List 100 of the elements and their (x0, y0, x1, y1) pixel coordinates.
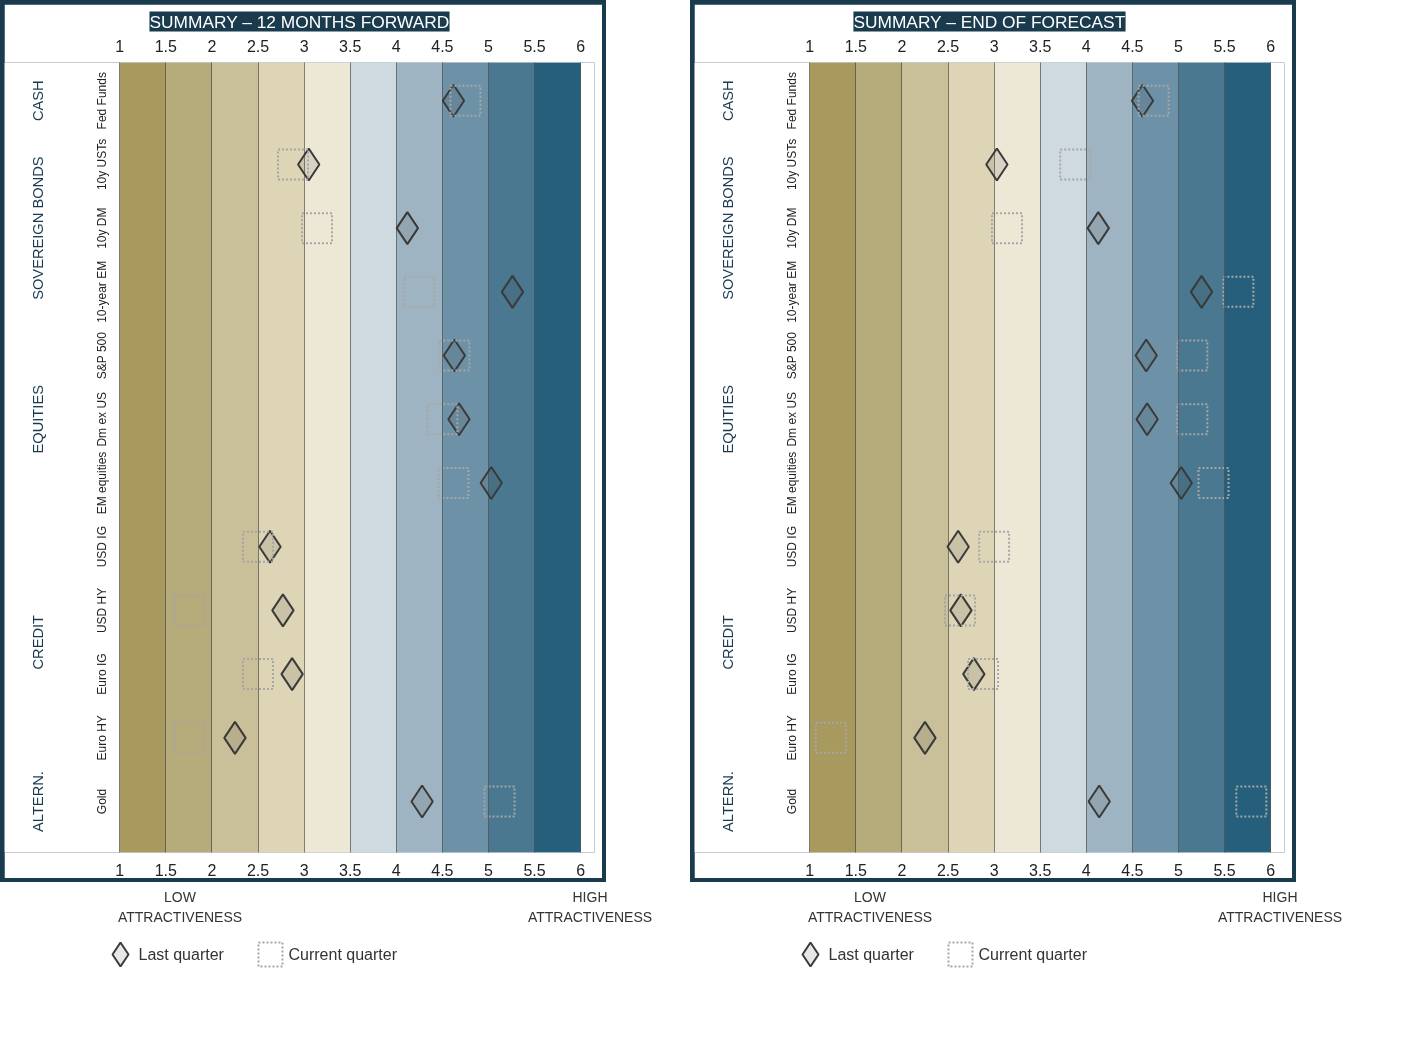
annotation: EQUITIES (30, 384, 47, 454)
legend-label: Last quarter (138, 946, 225, 963)
y-tick-label: Euro IG (784, 653, 799, 695)
x-tick-label: 1 (805, 37, 815, 55)
x-tick-label: 5.5 (1213, 37, 1236, 55)
x-tick-label: 2 (207, 37, 217, 55)
y-tick-label: Dm ex US (94, 391, 109, 447)
x-tick-label: 3 (989, 37, 999, 55)
y-tick-label: Gold (94, 788, 109, 815)
x2-tick-label: 3.5 (339, 861, 362, 879)
annotation: CREDIT (30, 614, 47, 670)
annotation: CASH (30, 80, 47, 122)
y-tick-label: Fed Funds (784, 72, 799, 130)
point (301, 212, 334, 245)
point (242, 530, 275, 563)
x-tick-label: 4.5 (1121, 37, 1144, 55)
y-tick-label: Fed Funds (94, 72, 109, 130)
point (1197, 466, 1230, 499)
x2-tick-label: 1.5 (154, 861, 178, 879)
x-tick-label: 2 (897, 37, 907, 55)
point (483, 785, 516, 818)
y-tick-label: Dm ex US (784, 391, 799, 447)
x2-tick-label: 2.5 (936, 861, 960, 879)
x2-tick-label: 3 (299, 861, 309, 879)
x-tick-label: 5 (1174, 37, 1184, 55)
x2-tick-label: 2 (897, 861, 907, 879)
y-tick-label: USD IG (94, 526, 109, 568)
x-tick-label: 5 (484, 37, 494, 55)
x2-tick-label: 4 (1081, 861, 1091, 879)
y-tick-label: 10y USTs (784, 138, 799, 191)
point (978, 530, 1011, 563)
y-tick-label: USD IG (784, 526, 799, 568)
annotation: ALTERN. (720, 771, 737, 832)
x2-tick-label: 5.5 (1213, 861, 1236, 879)
point (173, 594, 206, 627)
point (1137, 84, 1170, 117)
point (426, 403, 459, 436)
point (1176, 403, 1209, 436)
x2-tick-label: 1 (115, 861, 125, 879)
point (437, 466, 470, 499)
annotation: SOVEREIGN BONDS (720, 156, 737, 300)
y-tick-label: Euro HY (784, 715, 799, 761)
y-tick-label: 10y DM (94, 207, 109, 249)
annotation: CREDIT (720, 614, 737, 670)
x-tick-label: 4.5 (431, 37, 454, 55)
x2-tick-label: 4.5 (1121, 861, 1144, 879)
point (1130, 83, 1155, 118)
x-tick-label: 1 (115, 37, 125, 55)
point (441, 83, 466, 118)
y-tick-label: Gold (784, 788, 799, 815)
point (1222, 275, 1255, 308)
point (172, 721, 205, 754)
y-tick-label: 10-year EM (784, 260, 799, 323)
point (1059, 148, 1092, 181)
text: LOW ATTRACTIVENESS (116, 888, 244, 927)
text: HIGH ATTRACTIVENESS (526, 888, 654, 927)
x2-tick-label: 4 (391, 861, 401, 879)
y-tick-label: 10y DM (784, 207, 799, 249)
y-tick-label: Euro HY (94, 715, 109, 761)
y-tick-label: USD HY (94, 587, 109, 634)
point (1189, 274, 1214, 309)
point (403, 275, 436, 308)
point (277, 148, 310, 181)
chart-title: SUMMARY – END OF FORECAST (853, 11, 1126, 32)
y-tick-label: EM equities (784, 451, 799, 515)
x2-tick-label: 5.5 (523, 861, 546, 879)
x2-tick-label: 3 (989, 861, 999, 879)
point (395, 211, 420, 246)
x2-tick-label: 1 (805, 861, 815, 879)
x2-tick-label: 5 (484, 861, 494, 879)
x-tick-label: 3.5 (339, 37, 362, 55)
y-tick-label: Euro IG (94, 653, 109, 695)
y-tick-label: S&P 500 (784, 331, 799, 380)
x2-tick-label: 5 (1174, 861, 1184, 879)
point (500, 274, 525, 309)
point (1176, 339, 1209, 372)
x2-tick-label: 2 (207, 861, 217, 879)
x-tick-label: 3.5 (1029, 37, 1052, 55)
y-tick-label: 10-year EM (94, 260, 109, 323)
x2-tick-label: 2.5 (246, 861, 270, 879)
y-tick-label: 10y USTs (94, 138, 109, 191)
x-tick-label: 3 (299, 37, 309, 55)
x-tick-label: 1.5 (844, 37, 868, 55)
annotation: CASH (720, 80, 737, 122)
x2-tick-label: 4.5 (431, 861, 454, 879)
x2-tick-label: 3.5 (1029, 861, 1052, 879)
legend-label: Current quarter (288, 946, 398, 963)
x2-tick-label: 1.5 (844, 861, 868, 879)
x-tick-label: 6 (1266, 37, 1276, 55)
legend-label: Last quarter (828, 946, 915, 963)
annotation: EQUITIES (720, 384, 737, 454)
x-tick-label: 5.5 (523, 37, 546, 55)
x2-tick-label: 6 (1266, 861, 1276, 879)
x-tick-label: 4 (391, 37, 401, 55)
x-tick-label: 2.5 (936, 37, 960, 55)
x-tick-label: 4 (1081, 37, 1091, 55)
x2-tick-label: 6 (576, 861, 586, 879)
y-tick-label: EM equities (94, 451, 109, 515)
x-tick-label: 2.5 (246, 37, 270, 55)
point (991, 212, 1024, 245)
